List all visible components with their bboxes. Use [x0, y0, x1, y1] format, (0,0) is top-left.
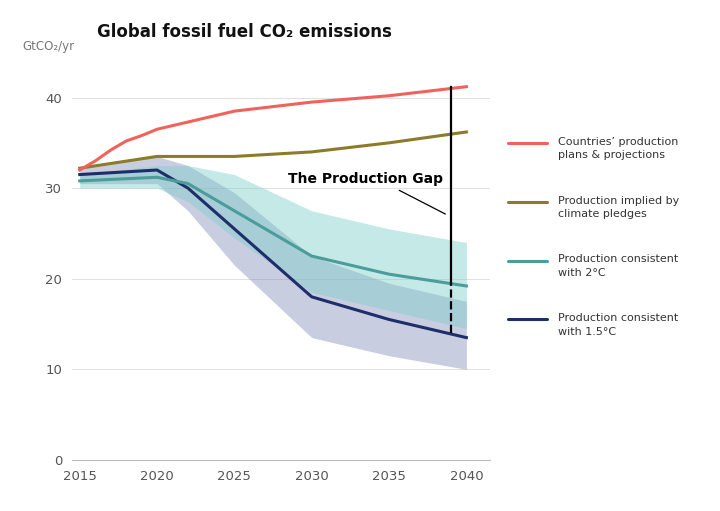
Text: climate pledges: climate pledges	[558, 209, 647, 219]
Text: Countries’ production: Countries’ production	[558, 137, 678, 147]
Text: Production consistent: Production consistent	[558, 254, 678, 265]
Text: Production consistent: Production consistent	[558, 313, 678, 323]
Text: with 1.5°C: with 1.5°C	[558, 327, 616, 337]
Text: The Production Gap: The Production Gap	[289, 172, 444, 187]
Text: Global fossil fuel CO₂ emissions: Global fossil fuel CO₂ emissions	[97, 23, 392, 41]
Text: with 2°C: with 2°C	[558, 268, 606, 278]
Text: plans & projections: plans & projections	[558, 150, 665, 160]
Text: GtCO₂/yr: GtCO₂/yr	[22, 40, 74, 53]
Text: Production implied by: Production implied by	[558, 196, 679, 206]
